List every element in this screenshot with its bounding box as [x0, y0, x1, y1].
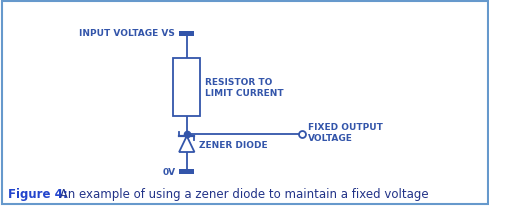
- Text: FIXED OUTPUT
VOLTAGE: FIXED OUTPUT VOLTAGE: [309, 123, 383, 142]
- Text: ZENER DIODE: ZENER DIODE: [199, 140, 268, 149]
- Bar: [179, 169, 195, 174]
- Text: RESISTOR TO
LIMIT CURRENT: RESISTOR TO LIMIT CURRENT: [205, 78, 284, 97]
- Bar: [179, 32, 195, 37]
- Bar: [173, 59, 200, 116]
- Text: 0V: 0V: [162, 167, 175, 176]
- Text: An example of using a zener diode to maintain a fixed voltage: An example of using a zener diode to mai…: [56, 188, 428, 200]
- Text: INPUT VOLTAGE VS: INPUT VOLTAGE VS: [79, 29, 175, 38]
- Polygon shape: [179, 136, 195, 152]
- Text: Figure 4:: Figure 4:: [8, 188, 67, 200]
